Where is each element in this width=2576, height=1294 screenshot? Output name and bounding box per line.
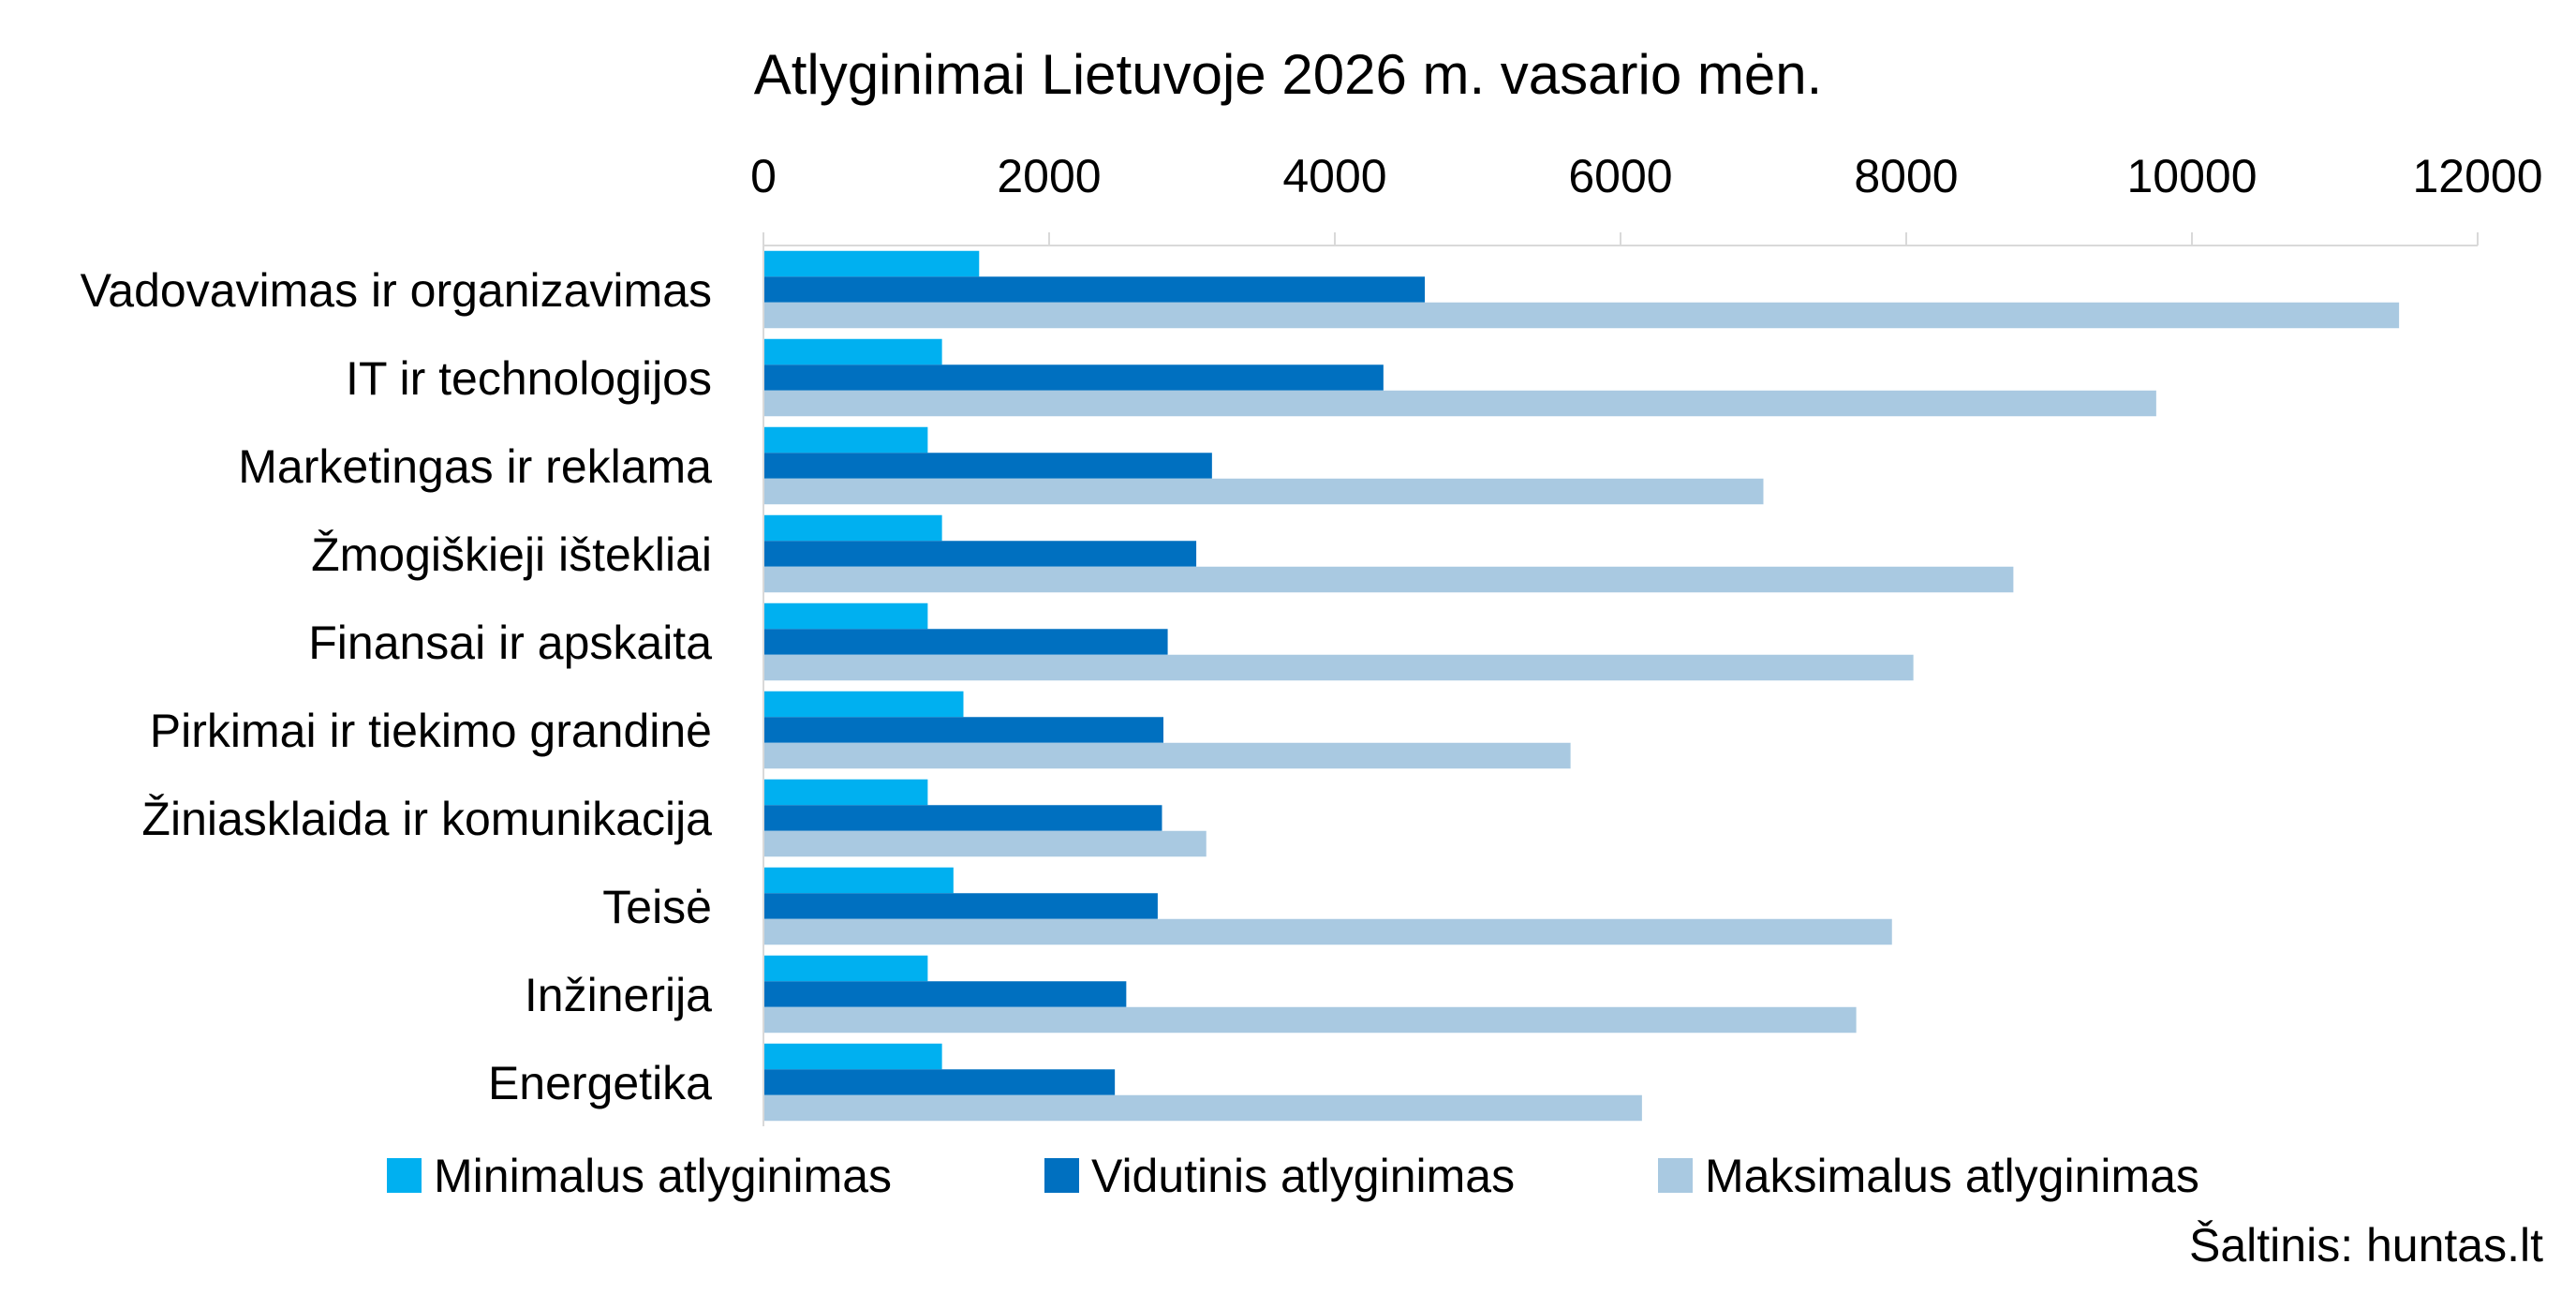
bar [763,541,1197,567]
bar [763,514,942,542]
chart-title: Atlyginimai Lietuvoje 2026 m. vasario mė… [754,43,1823,106]
category-label: Vadovavimas ir organizavimas [81,264,712,317]
category-label: Inžinerija [525,969,712,1021]
category-label: Teisė [602,881,712,933]
legend-label: Vidutinis atlyginimas [1091,1150,1515,1202]
x-axis: 0 2000 4000 6000 8000 10000 12000 [750,150,2543,246]
bar [763,742,1571,769]
category-label: Žmogiškieji ištekliai [311,528,712,581]
bar [763,691,964,718]
x-tick-label: 8000 [1854,150,1958,202]
category-labels: Vadovavimas ir organizavimas IT ir techno… [81,264,713,1109]
bar [763,302,2400,329]
bar [763,830,1207,857]
legend-swatch [1658,1158,1693,1193]
legend-label: Minimalus atlyginimas [434,1150,892,1202]
bar [763,390,2156,417]
bar [763,426,928,454]
bar [763,918,1892,945]
bar [763,1069,1116,1095]
bar [763,250,980,277]
bar [763,779,928,806]
category-label: Pirkimai ir tiekimo grandinė [150,705,712,757]
x-tick-label: 10000 [2126,150,2257,202]
bars [763,250,2400,1122]
legend-swatch [1044,1158,1079,1193]
bar [763,453,1212,479]
source-note: Šaltinis: huntas.lt [2189,1219,2543,1272]
x-tick-label: 0 [750,150,777,202]
bar [763,867,954,894]
legend: Minimalus atlyginimas Vidutinis atlyginim… [387,1150,2199,1202]
bar [763,955,928,982]
bar [763,338,942,365]
legend-swatch [387,1158,422,1193]
bar [763,893,1158,919]
x-tick-label: 6000 [1568,150,1672,202]
bar [763,364,1384,391]
category-label: Žiniasklaida ir komunikacija [141,793,712,845]
category-label: Finansai ir apskaita [308,617,712,669]
bar [763,805,1162,831]
bar [763,566,2014,593]
bar [763,1094,1642,1122]
category-label: Marketingas ir reklama [238,440,712,493]
x-tick-label: 4000 [1282,150,1386,202]
bar [763,981,1127,1007]
x-tick-label: 2000 [997,150,1101,202]
category-label: Energetika [488,1057,712,1109]
bar [763,654,1914,681]
bar [763,1043,942,1070]
bar [763,602,928,630]
bar [763,629,1168,655]
category-label: IT ir technologijos [346,352,712,405]
bar [763,276,1426,303]
bar [763,478,1764,505]
bar [763,717,1163,743]
bar [763,1006,1857,1034]
x-tick-label: 12000 [2412,150,2542,202]
legend-label: Maksimalus atlyginimas [1705,1150,2199,1202]
